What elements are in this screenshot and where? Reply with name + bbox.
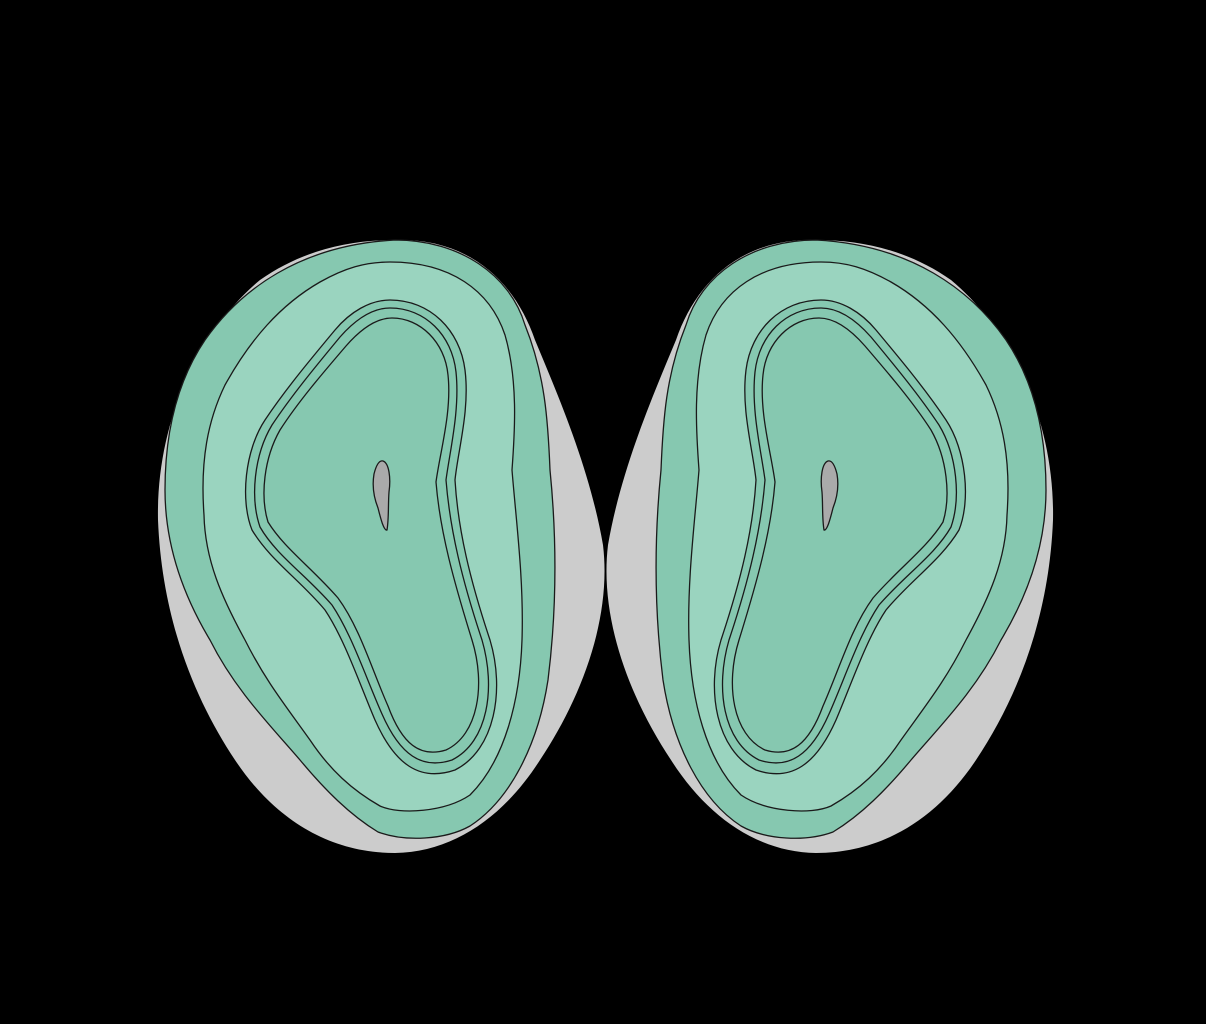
right-hemisphere bbox=[605, 239, 1054, 854]
left-hemisphere bbox=[157, 239, 606, 854]
